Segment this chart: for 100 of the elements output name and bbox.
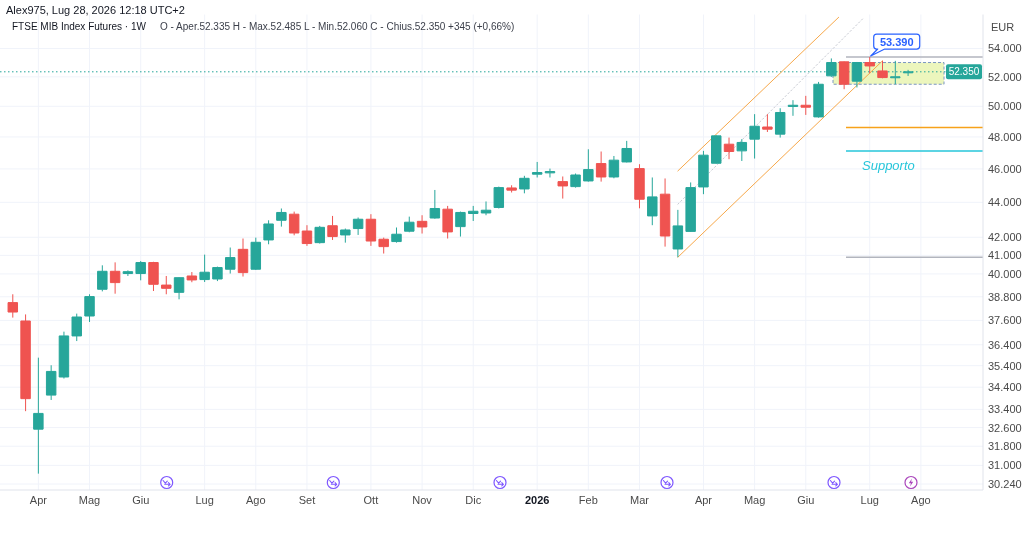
candlestick (634, 163, 645, 209)
candlestick (570, 173, 581, 189)
candlestick (212, 266, 223, 282)
y-tick-label: 33.400 (988, 403, 1022, 416)
candlestick (787, 99, 799, 117)
y-tick-label: 34.400 (988, 381, 1022, 394)
y-tick-label: 36.400 (988, 338, 1022, 351)
candlestick (672, 209, 684, 258)
candlestick (506, 184, 517, 193)
candlestick (20, 313, 31, 412)
x-tick-label: Nov (412, 494, 433, 506)
candlestick (276, 207, 287, 228)
y-axis-title: EUR (991, 21, 1015, 33)
text: O - Aper.52.335 H - Max.52.485 L - Min.52.060 C - Chius.52.350 +345 (+0,66%) (160, 20, 515, 32)
candlestick (33, 357, 44, 475)
candlestick (237, 238, 249, 278)
y-tick-label: 31.000 (988, 459, 1022, 472)
candlestick (199, 254, 210, 283)
candlestick (557, 175, 568, 200)
candlestick (468, 205, 479, 222)
candlestick (736, 138, 748, 162)
x-tick-label: Giu (797, 494, 815, 506)
candlestick (608, 155, 620, 179)
candlestick (109, 261, 121, 295)
y-tick-label: 40.000 (988, 267, 1022, 280)
ref-line-label: Supporto (862, 157, 915, 173)
candlestick (352, 217, 364, 236)
candlestick (647, 176, 658, 226)
ref-line-label: 52.350 (948, 66, 980, 78)
x-tick-label: 2026 (524, 494, 550, 506)
candlestick (365, 213, 377, 247)
y-tick-label: 48.000 (988, 130, 1022, 143)
candlestick (45, 364, 57, 401)
candlestick (531, 161, 543, 178)
annotation: 53.390 (879, 35, 914, 48)
candlestick (250, 237, 262, 271)
y-tick-label: 52.000 (988, 70, 1022, 83)
candlestick (97, 264, 108, 292)
x-tick-label: Giu (132, 494, 150, 506)
candlestick (595, 151, 607, 183)
candlestick (583, 148, 594, 183)
candlestick (84, 293, 95, 323)
candlestick (173, 276, 185, 300)
x-tick-label: Apr (694, 494, 713, 506)
x-tick-label: Apr (29, 494, 48, 506)
y-tick-label: 32.600 (988, 421, 1022, 434)
candlestick (493, 186, 505, 209)
x-tick-label: Lug (195, 494, 214, 506)
candlestick (813, 81, 824, 119)
candlestick (7, 293, 19, 319)
candlestick (659, 177, 671, 248)
candlestick (685, 181, 696, 233)
candlestick (480, 200, 492, 216)
y-tick-label: 30.240 (988, 478, 1022, 491)
candlestick (301, 224, 313, 247)
candlestick (442, 205, 453, 240)
candlestick (148, 261, 159, 292)
candlestick (429, 189, 441, 220)
y-tick-label: 41.000 (988, 249, 1022, 262)
y-tick-label: 37.600 (988, 314, 1022, 327)
candlestick (851, 61, 863, 88)
candlestick (391, 226, 402, 244)
x-tick-label: Feb (578, 494, 598, 506)
text: FTSE MIB Index Futures · 1W (12, 20, 147, 32)
x-tick-label: Ago (911, 494, 931, 506)
candlestick (340, 228, 351, 244)
x-tick-label: Mag (743, 494, 766, 506)
x-tick-label: Lug (860, 494, 879, 506)
annotation: Alex975, Lug 28, 2026 12:18 UTC+2 (6, 4, 185, 16)
candlestick (864, 56, 875, 74)
candlestick (749, 113, 760, 160)
x-tick-label: Dic (465, 494, 482, 506)
candlestick (186, 271, 198, 283)
candlestick (698, 150, 709, 195)
candlestick (58, 331, 70, 380)
candlestick (378, 237, 389, 255)
x-tick-label: Ott (363, 494, 379, 506)
x-tick-label: Set (298, 494, 316, 506)
candlestick (416, 214, 428, 235)
candlestick (263, 219, 274, 245)
x-tick-label: Mag (78, 494, 101, 506)
candlestick (723, 137, 735, 160)
candlestick (877, 60, 888, 79)
y-tick-label: 44.000 (988, 196, 1022, 209)
candlestick (224, 247, 236, 275)
candlestick (455, 211, 466, 238)
candlestick (314, 225, 325, 245)
candlestick (122, 269, 134, 277)
candlestick (135, 260, 146, 281)
y-tick-label: 46.000 (988, 162, 1022, 175)
candlestick (762, 113, 773, 133)
candlestick (71, 313, 82, 342)
candlestick (711, 134, 722, 165)
candlestick (161, 275, 172, 295)
y-tick-label: 42.000 (988, 231, 1022, 244)
x-tick-label: Mar (630, 494, 650, 506)
y-tick-label: 54.000 (988, 42, 1022, 55)
y-tick-label: 50.000 (988, 100, 1022, 113)
y-tick-label: 31.800 (988, 440, 1022, 453)
candlestick (404, 216, 415, 233)
